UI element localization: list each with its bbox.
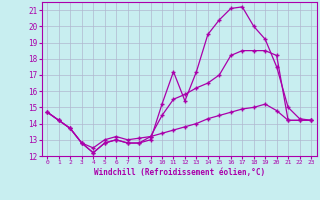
X-axis label: Windchill (Refroidissement éolien,°C): Windchill (Refroidissement éolien,°C) <box>94 168 265 177</box>
